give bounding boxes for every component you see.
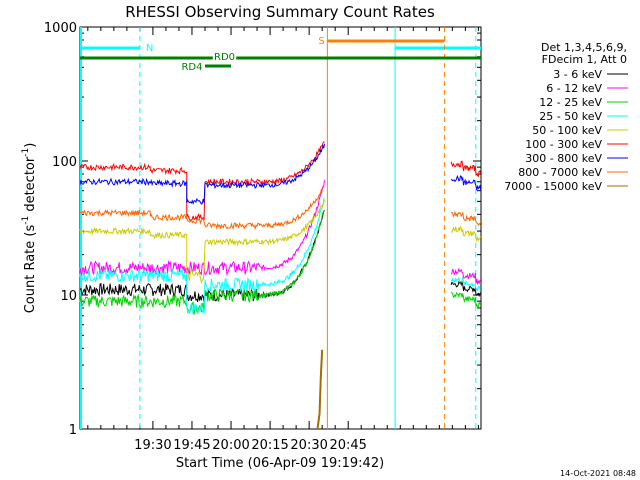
legend-header: FDecim 1, Att 0 — [542, 53, 627, 66]
series-line — [450, 225, 482, 243]
y-axis-label-part: detector — [23, 156, 38, 216]
series-line — [450, 291, 482, 309]
series-line — [79, 180, 326, 276]
y-tick-label: 100 — [52, 155, 77, 170]
series-lines — [79, 141, 482, 430]
series-line — [450, 280, 481, 297]
y-axis-label-part: ) — [23, 143, 38, 148]
y-tick-label: 1 — [69, 423, 77, 438]
series-line — [79, 200, 325, 284]
saa-label: S — [318, 36, 324, 47]
rd4-label: RD4 — [181, 62, 202, 73]
legend-label: 800 - 7000 keV — [518, 166, 602, 179]
series-line — [79, 141, 325, 221]
x-tick-label: 20:15 — [251, 438, 288, 453]
y-axis-label-sup: -1 — [21, 148, 31, 157]
legend: Det 1,3,4,5,6,9,FDecim 1, Att 0 3 - 6 keV… — [504, 41, 628, 193]
series-line — [450, 210, 482, 227]
y-axis-label: Count Rate (s-1 detector-1) — [21, 143, 38, 314]
series-line — [79, 143, 325, 206]
x-tick-label: 19:45 — [173, 438, 210, 453]
series-line — [450, 160, 482, 178]
y-axis-label-sup: -1 — [21, 216, 31, 225]
footer-timestamp: 14-Oct-2021 08:48 — [560, 469, 636, 478]
legend-label: 100 - 300 keV — [525, 138, 602, 151]
legend-label: 6 - 12 keV — [546, 82, 602, 95]
series-line — [450, 276, 481, 292]
x-tick-label: 20:00 — [212, 438, 249, 453]
legend-label: 12 - 25 keV — [539, 96, 602, 109]
x-tick-label: 20:30 — [290, 438, 327, 453]
series-line — [316, 349, 324, 430]
y-axis-label-part: Count Rate (s — [23, 225, 38, 314]
y-tick-label: 10 — [60, 289, 77, 304]
chart-title: RHESSI Observing Summary Count Rates — [125, 3, 435, 21]
x-axis: 19:30 19:45 20:00 20:15 20:30 20:45 — [87, 27, 479, 453]
series-line — [450, 267, 481, 286]
legend-label: 50 - 100 keV — [532, 124, 602, 137]
series-line — [79, 197, 325, 315]
x-tick-label: 19:30 — [134, 438, 171, 453]
night-label: N — [146, 43, 153, 54]
rd0-label: RD0 — [214, 52, 235, 63]
legend-label: 25 - 50 keV — [539, 110, 602, 123]
x-tick-label: 20:45 — [329, 438, 366, 453]
x-axis-label: Start Time (06-Apr-09 19:19:42) — [176, 456, 384, 471]
annotations: N S RD0 RD4 — [80, 27, 481, 429]
y-tick-label: 1000 — [44, 21, 77, 36]
series-line — [450, 174, 482, 191]
legend-label: 300 - 800 keV — [525, 152, 602, 165]
legend-label: 3 - 6 keV — [553, 68, 602, 81]
y-axis: 1 10 100 1000 — [44, 21, 481, 438]
legend-header: Det 1,3,4,5,6,9, — [541, 41, 627, 54]
legend-label: 7000 - 15000 keV — [504, 180, 602, 193]
series-line — [79, 210, 325, 315]
series-line — [79, 186, 325, 231]
